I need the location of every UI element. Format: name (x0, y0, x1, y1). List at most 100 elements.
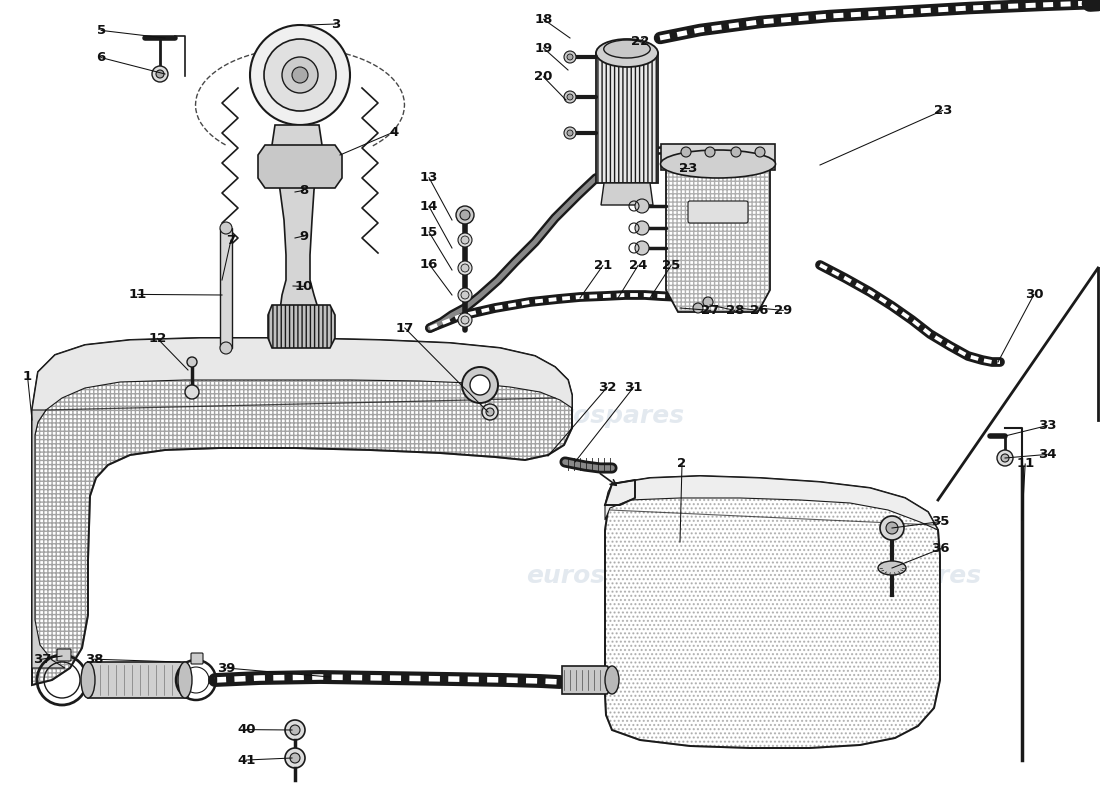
Text: 32: 32 (598, 381, 616, 394)
Circle shape (458, 261, 472, 275)
Ellipse shape (605, 666, 619, 694)
Text: 19: 19 (535, 42, 552, 54)
Circle shape (220, 342, 232, 354)
Text: eurospares: eurospares (526, 404, 684, 428)
Circle shape (185, 385, 199, 399)
Polygon shape (32, 338, 572, 435)
Polygon shape (32, 410, 65, 668)
Polygon shape (605, 476, 940, 748)
Text: 20: 20 (535, 70, 552, 83)
Circle shape (880, 516, 904, 540)
Polygon shape (32, 338, 572, 685)
Circle shape (470, 375, 490, 395)
Polygon shape (88, 662, 188, 698)
Text: 25: 25 (662, 259, 680, 272)
Circle shape (1001, 454, 1009, 462)
Text: 26: 26 (750, 304, 768, 317)
Polygon shape (268, 305, 336, 348)
Circle shape (755, 147, 764, 157)
Text: 24: 24 (629, 259, 647, 272)
Circle shape (566, 130, 573, 136)
Text: 27: 27 (702, 304, 719, 317)
Ellipse shape (604, 40, 650, 58)
Text: eurospares: eurospares (823, 564, 981, 588)
Circle shape (187, 357, 197, 367)
Polygon shape (605, 476, 938, 530)
Text: 4: 4 (389, 126, 398, 138)
FancyBboxPatch shape (688, 201, 748, 223)
Circle shape (703, 297, 713, 307)
Text: eurospares: eurospares (163, 404, 321, 428)
Circle shape (458, 288, 472, 302)
Text: 6: 6 (97, 51, 106, 64)
Text: 11: 11 (1016, 458, 1034, 470)
Text: 12: 12 (148, 332, 166, 345)
Circle shape (635, 221, 649, 235)
Text: 18: 18 (535, 13, 552, 26)
Circle shape (458, 313, 472, 327)
Text: 5: 5 (97, 24, 106, 37)
Text: 41: 41 (238, 754, 255, 766)
Ellipse shape (660, 150, 776, 178)
Text: 30: 30 (1025, 288, 1043, 301)
Polygon shape (666, 164, 770, 312)
Circle shape (285, 720, 305, 740)
Text: 36: 36 (932, 542, 949, 555)
Circle shape (681, 147, 691, 157)
Circle shape (462, 367, 498, 403)
Text: 17: 17 (396, 322, 414, 334)
Text: 38: 38 (86, 653, 103, 666)
Circle shape (635, 199, 649, 213)
Text: 10: 10 (295, 280, 312, 293)
Text: 29: 29 (774, 304, 792, 317)
Text: 21: 21 (594, 259, 612, 272)
Polygon shape (661, 144, 776, 170)
Ellipse shape (878, 561, 906, 575)
Circle shape (482, 404, 498, 420)
Text: 1: 1 (23, 370, 32, 382)
Polygon shape (601, 183, 653, 205)
Circle shape (486, 408, 494, 416)
Polygon shape (272, 125, 322, 325)
Circle shape (461, 291, 469, 299)
Text: 7: 7 (227, 234, 235, 246)
Circle shape (458, 233, 472, 247)
FancyBboxPatch shape (191, 653, 204, 664)
Polygon shape (562, 666, 614, 694)
Circle shape (886, 522, 898, 534)
Circle shape (635, 241, 649, 255)
Text: 31: 31 (625, 381, 642, 394)
Circle shape (564, 127, 576, 139)
Text: 14: 14 (420, 200, 438, 213)
Circle shape (693, 303, 703, 313)
Text: 2: 2 (678, 458, 686, 470)
Text: 15: 15 (420, 226, 438, 238)
Text: 16: 16 (420, 258, 438, 270)
Ellipse shape (178, 662, 192, 698)
Text: eurospares: eurospares (526, 564, 684, 588)
Circle shape (566, 94, 573, 100)
Circle shape (460, 210, 470, 220)
Circle shape (250, 25, 350, 125)
Text: 23: 23 (934, 104, 952, 117)
Circle shape (705, 147, 715, 157)
Circle shape (997, 450, 1013, 466)
Circle shape (282, 57, 318, 93)
Circle shape (152, 66, 168, 82)
Circle shape (290, 753, 300, 763)
Circle shape (264, 39, 336, 111)
Polygon shape (596, 53, 658, 183)
Ellipse shape (81, 662, 95, 698)
Polygon shape (258, 145, 342, 188)
Circle shape (285, 748, 305, 768)
Circle shape (456, 206, 474, 224)
Text: 33: 33 (1038, 419, 1056, 432)
Circle shape (566, 54, 573, 60)
Text: 9: 9 (299, 230, 308, 242)
Text: 28: 28 (726, 304, 744, 317)
Circle shape (732, 147, 741, 157)
Text: 11: 11 (129, 288, 146, 301)
Text: 3: 3 (331, 18, 340, 30)
Circle shape (290, 725, 300, 735)
Polygon shape (220, 228, 232, 348)
